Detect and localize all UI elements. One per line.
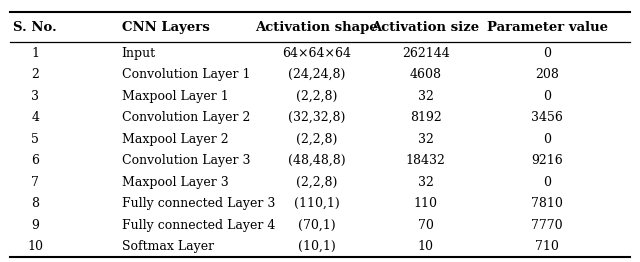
Text: 262144: 262144 [402,47,449,60]
Text: 7770: 7770 [531,219,563,232]
Text: 70: 70 [418,219,433,232]
Text: Fully connected Layer 3: Fully connected Layer 3 [122,197,275,210]
Text: Parameter value: Parameter value [486,21,608,34]
Text: S. No.: S. No. [13,21,57,34]
Text: Convolution Layer 1: Convolution Layer 1 [122,68,250,81]
Text: 3456: 3456 [531,111,563,124]
Text: 8192: 8192 [410,111,442,124]
Text: Maxpool Layer 3: Maxpool Layer 3 [122,176,228,189]
Text: 32: 32 [418,90,433,103]
Text: 0: 0 [543,176,551,189]
Text: 64×64×64: 64×64×64 [282,47,351,60]
Text: (2,2,8): (2,2,8) [296,133,337,146]
Text: (24,24,8): (24,24,8) [288,68,346,81]
Text: (70,1): (70,1) [298,219,335,232]
Text: 0: 0 [543,90,551,103]
Text: 1: 1 [31,47,39,60]
Text: 3: 3 [31,90,39,103]
Text: Convolution Layer 3: Convolution Layer 3 [122,154,250,167]
Text: CNN Layers: CNN Layers [122,21,209,34]
Text: 10: 10 [418,240,434,253]
Text: Softmax Layer: Softmax Layer [122,240,214,253]
Text: 9: 9 [31,219,39,232]
Text: 32: 32 [418,176,433,189]
Text: 208: 208 [535,68,559,81]
Text: (48,48,8): (48,48,8) [288,154,346,167]
Text: 110: 110 [413,197,438,210]
Text: (110,1): (110,1) [294,197,340,210]
Text: 710: 710 [535,240,559,253]
Text: 7: 7 [31,176,39,189]
Text: 10: 10 [28,240,44,253]
Text: 6: 6 [31,154,39,167]
Text: (2,2,8): (2,2,8) [296,176,337,189]
Text: Fully connected Layer 4: Fully connected Layer 4 [122,219,275,232]
Text: 0: 0 [543,47,551,60]
Text: Convolution Layer 2: Convolution Layer 2 [122,111,250,124]
Text: 0: 0 [543,133,551,146]
Text: 5: 5 [31,133,39,146]
Text: Input: Input [122,47,156,60]
Text: Activation shape: Activation shape [255,21,378,34]
Text: 8: 8 [31,197,39,210]
Text: Maxpool Layer 1: Maxpool Layer 1 [122,90,228,103]
Text: (32,32,8): (32,32,8) [288,111,346,124]
Text: 4608: 4608 [410,68,442,81]
Text: 32: 32 [418,133,433,146]
Text: (10,1): (10,1) [298,240,335,253]
Text: 7810: 7810 [531,197,563,210]
Text: 2: 2 [31,68,39,81]
Text: 18432: 18432 [406,154,445,167]
Text: 4: 4 [31,111,39,124]
Text: Maxpool Layer 2: Maxpool Layer 2 [122,133,228,146]
Text: 9216: 9216 [531,154,563,167]
Text: Activation size: Activation size [372,21,479,34]
Text: (2,2,8): (2,2,8) [296,90,337,103]
